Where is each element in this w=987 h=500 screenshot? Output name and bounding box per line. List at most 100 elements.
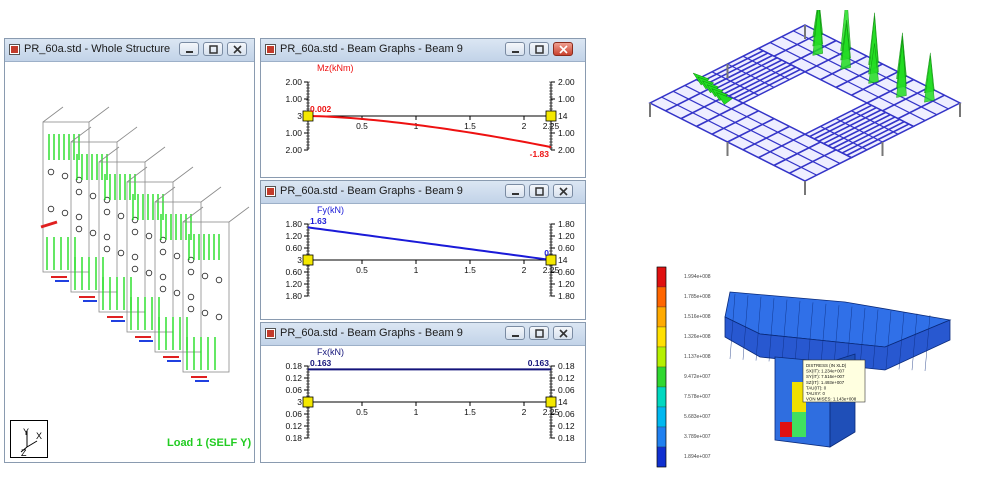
node-marker [187, 293, 195, 301]
node-marker [159, 273, 167, 281]
x-tick-label: 0.5 [356, 407, 368, 417]
node-marker [145, 232, 153, 240]
start-node-box [302, 396, 314, 408]
node-marker [61, 209, 69, 217]
legend-label: 7.578e+007 [684, 394, 711, 400]
structure-viewport[interactable]: Y X Z Load 1 (SELF Y) [5, 62, 254, 462]
right-tick-label: 1.00 [558, 128, 575, 138]
frame-beam [672, 90, 829, 170]
x-tick-label: 1.5 [464, 407, 476, 417]
node-marker [103, 245, 111, 253]
minimize-button[interactable] [505, 42, 525, 56]
stress-hotspot [792, 382, 806, 412]
frame-member [172, 166, 194, 183]
close-button[interactable] [553, 42, 573, 56]
fx-graph-area: Fx(kN) 0.18 0.18 0.12 0.12 0.06 0.06 3 14 0.06 0.0… [261, 346, 585, 462]
node-marker [103, 233, 111, 241]
stress-peak [780, 422, 792, 437]
close-button[interactable] [227, 42, 247, 56]
frame-bay [154, 201, 202, 353]
maximize-button[interactable] [529, 42, 549, 56]
node-marker [145, 269, 153, 277]
frame-member [126, 166, 148, 183]
legend-swatch [656, 426, 667, 448]
maximize-button[interactable] [203, 42, 223, 56]
whole-structure-window[interactable]: PR_60a.std - Whole Structure Y X Z Load … [4, 38, 255, 463]
graph-label: Mz(kNm) [317, 63, 354, 73]
mz-graph-window[interactable]: PR_60a.std - Beam Graphs - Beam 9 Mz(kNm… [260, 38, 586, 178]
left-tick-label: 0.12 [285, 421, 302, 431]
frame-member [154, 186, 176, 203]
right-tick-label: 0.12 [558, 373, 575, 383]
minimize-button[interactable] [179, 42, 199, 56]
stress-tooltip: DISTRESS (IN XLD)SX(IT): 1.234e+007SY(IT… [802, 359, 866, 403]
node-marker [159, 285, 167, 293]
legend-border [656, 266, 667, 468]
left-tick-label: 1.80 [285, 219, 302, 229]
node-marker [89, 192, 97, 200]
frame-beam [742, 55, 790, 81]
tooltip-line: TAU(IT): 0 [806, 385, 827, 390]
frame-member [116, 126, 138, 143]
window-title: PR_60a.std - Beam Graphs - Beam 9 [280, 327, 463, 339]
start-node-box [302, 110, 314, 122]
x-tick-label: 1 [414, 407, 419, 417]
legend-swatch [656, 406, 667, 428]
load-spike [868, 43, 879, 84]
graph-label: Fy(kN) [317, 205, 344, 215]
tooltip-line: SX(IT): 1.234e+007 [806, 369, 845, 374]
end-node-box [545, 110, 557, 122]
minimize-button[interactable] [505, 326, 525, 340]
close-button[interactable] [553, 326, 573, 340]
node-marker [187, 268, 195, 276]
left-tick-label: 1.80 [285, 291, 302, 301]
start-value: 1.63 [310, 216, 327, 226]
x-tick-label: 1 [414, 265, 419, 275]
node-marker [103, 208, 111, 216]
structure-3d-model[interactable] [5, 62, 254, 462]
staad-doc-icon [9, 44, 20, 55]
load-case-label: Load 1 (SELF Y) [167, 437, 252, 449]
mesh-line [742, 295, 749, 360]
legend-swatch [656, 286, 667, 308]
right-tick-label: 1.20 [558, 231, 575, 241]
selected-beam [40, 220, 58, 229]
close-button[interactable] [553, 184, 573, 198]
node-marker [117, 212, 125, 220]
right-tick-label: 0.18 [558, 361, 575, 371]
fy-titlebar[interactable]: PR_60a.std - Beam Graphs - Beam 9 [261, 181, 585, 204]
stress-contour-render: 1.994e+008 1.785e+008 1.516e+008 1.326e+008… [656, 266, 952, 468]
maximize-button[interactable] [529, 326, 549, 340]
whole-structure-titlebar[interactable]: PR_60a.std - Whole Structure [5, 39, 254, 62]
x-tick-label: 1.5 [464, 121, 476, 131]
legend-label: 1.137e+008 [684, 354, 711, 360]
frame-member [98, 146, 120, 163]
mesh-line [898, 312, 905, 370]
legend-label: 3.789e+007 [684, 434, 711, 440]
tooltip-line: SY(IT): 7.516e+007 [806, 374, 845, 379]
frame-beam [661, 96, 817, 176]
legend-swatch [656, 446, 667, 468]
minimize-button[interactable] [505, 184, 525, 198]
node-marker [47, 205, 55, 213]
node-marker [61, 172, 69, 180]
mesh-line [794, 300, 801, 364]
frame-bay [126, 181, 174, 333]
fx-titlebar[interactable]: PR_60a.std - Beam Graphs - Beam 9 [261, 323, 585, 346]
fy-graph-window[interactable]: PR_60a.std - Beam Graphs - Beam 9 Fy(kN)… [260, 180, 586, 320]
right-tick-label: 1.80 [558, 291, 575, 301]
left-tick-label: 0.06 [285, 409, 302, 419]
tooltip-line: DISTRESS (IN XLD) [806, 363, 847, 368]
end-node-box [545, 254, 557, 266]
end-value: 0 [544, 248, 549, 258]
maximize-button[interactable] [529, 184, 549, 198]
legend-swatch [656, 306, 667, 328]
legend-label: 5.683e+007 [684, 414, 711, 420]
x-tick-label: 0.5 [356, 265, 368, 275]
left-tick-label: 1.00 [285, 128, 302, 138]
mz-titlebar[interactable]: PR_60a.std - Beam Graphs - Beam 9 [261, 39, 585, 62]
fx-graph-window[interactable]: PR_60a.std - Beam Graphs - Beam 9 Fx(kN)… [260, 322, 586, 463]
node-marker [117, 249, 125, 257]
left-tick-label: 0.60 [285, 243, 302, 253]
mesh-line [820, 303, 827, 365]
